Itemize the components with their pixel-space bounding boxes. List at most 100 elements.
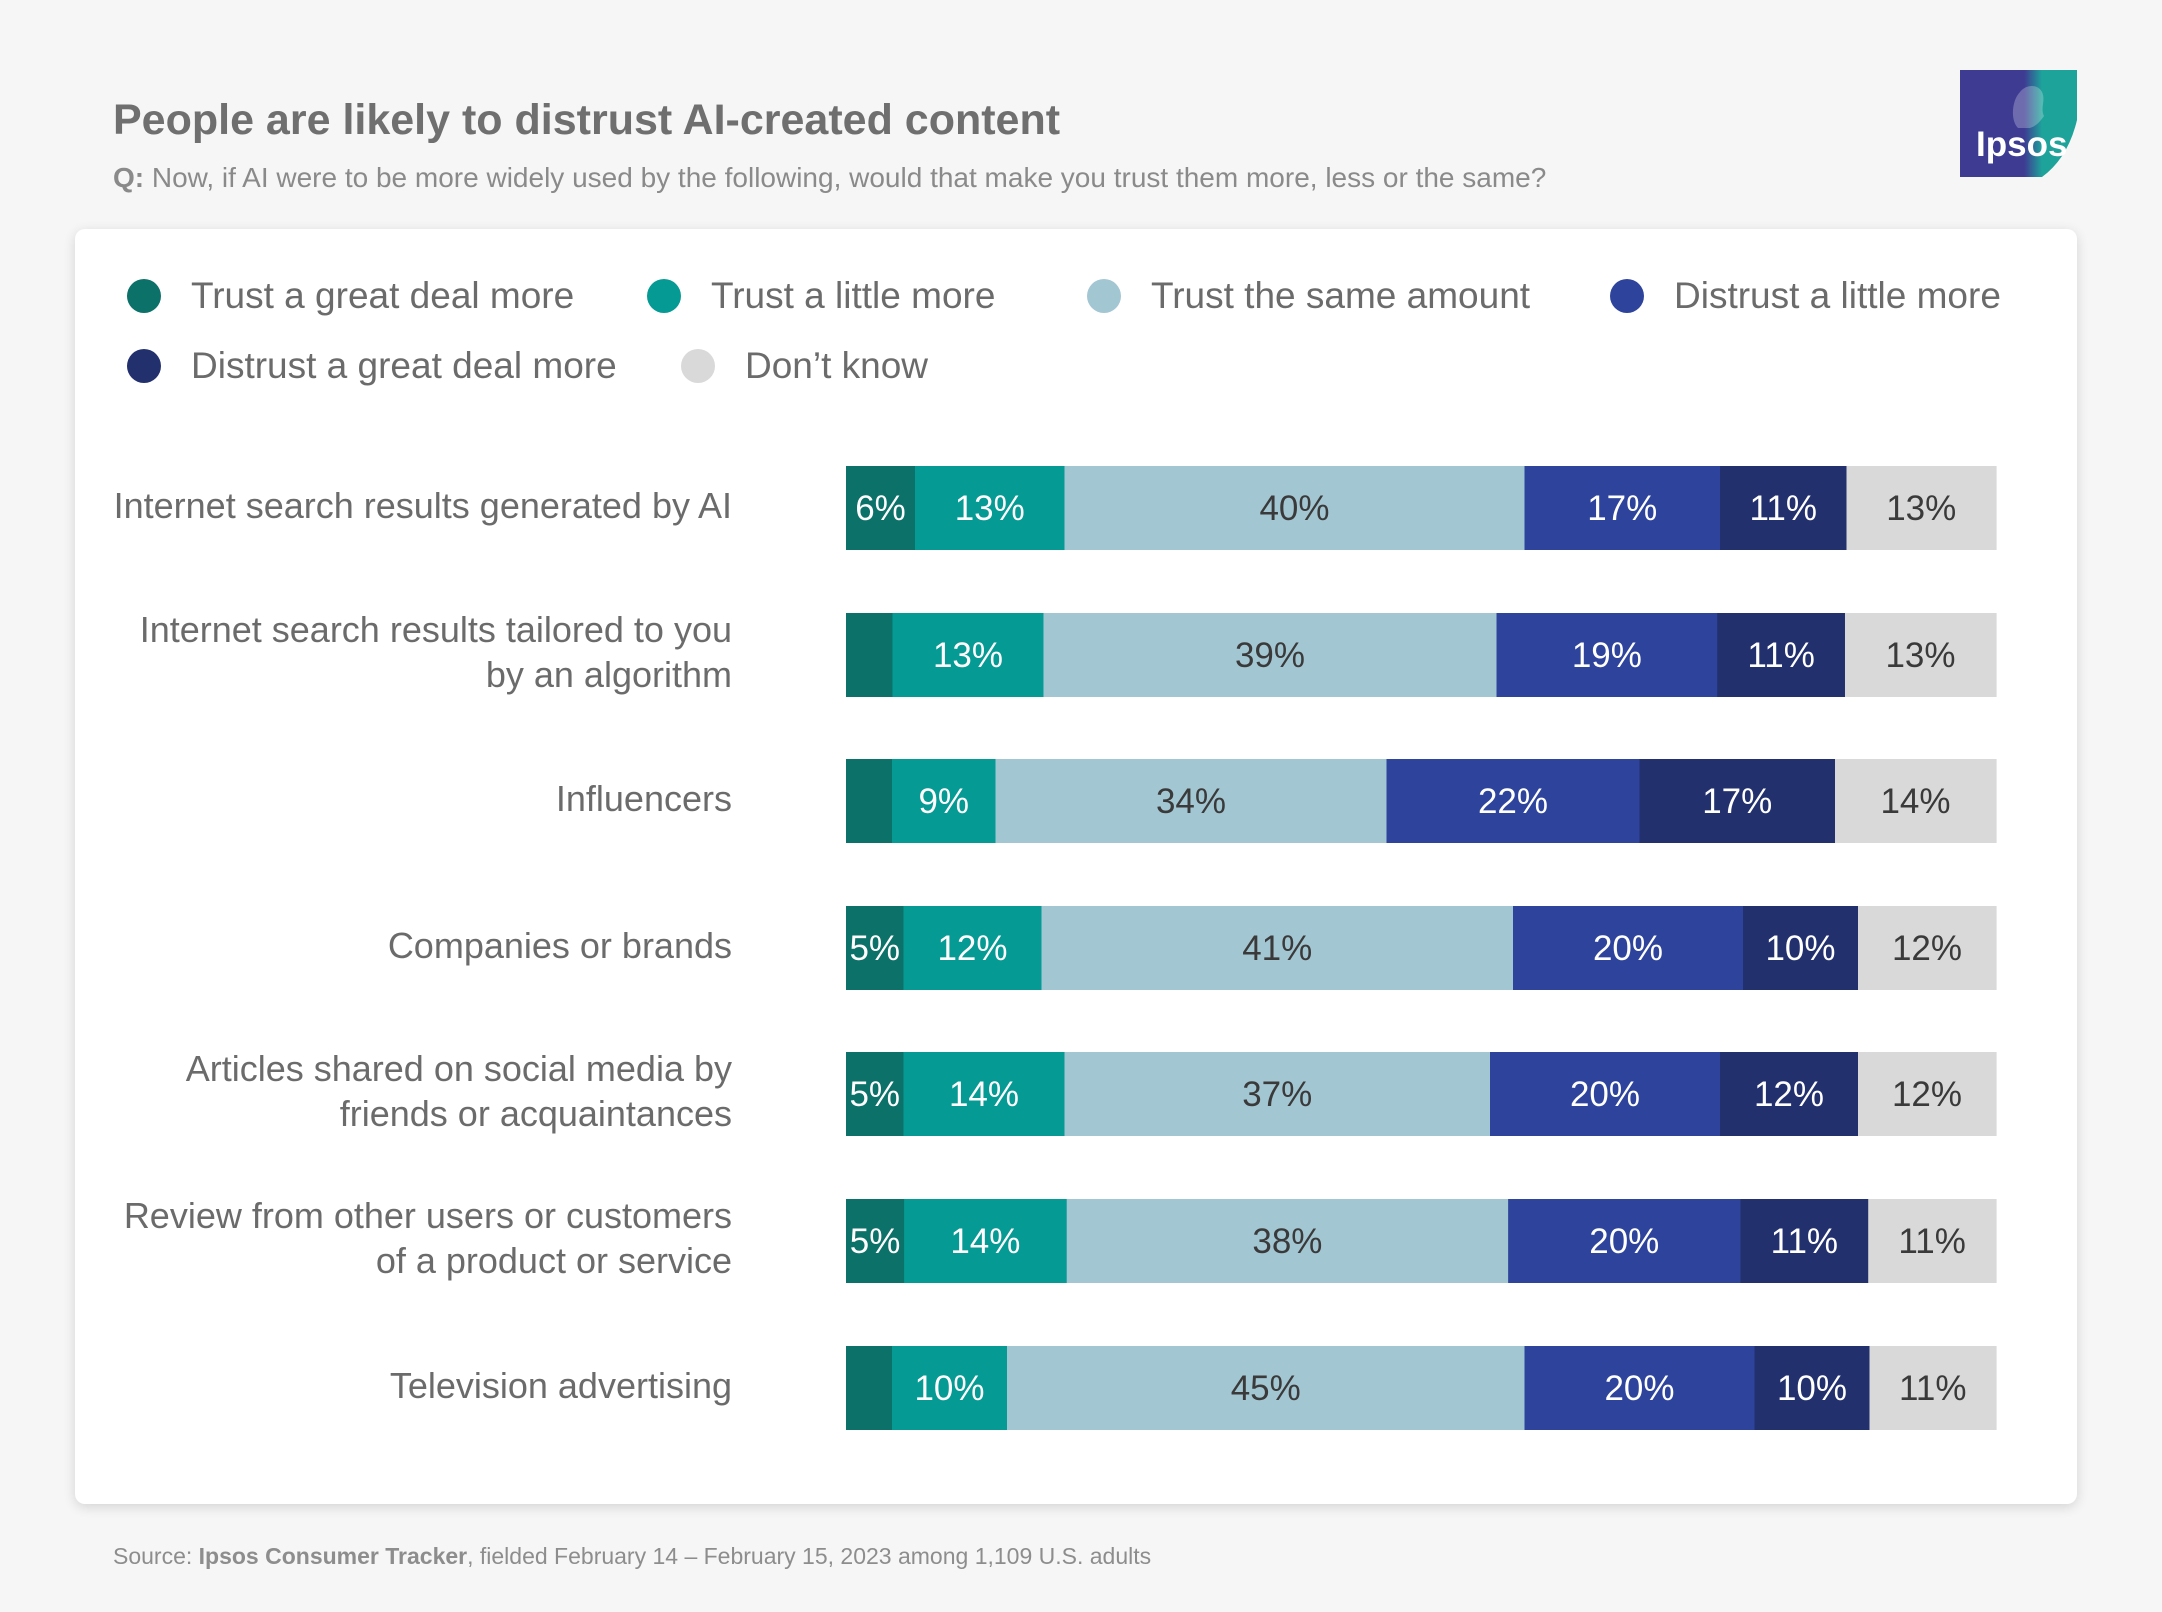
category-label: Companies or brands — [388, 923, 732, 968]
bar-data-label: 5% — [849, 1075, 900, 1114]
bar-data-label: 12% — [937, 929, 1007, 968]
question-prefix: Q: — [113, 162, 145, 193]
bar-segment — [892, 613, 1045, 697]
legend-item-trust-little: Trust a little more — [647, 275, 995, 317]
bar-segment — [1846, 466, 1997, 550]
legend-item-distrust-great-deal: Distrust a great deal more — [127, 345, 617, 387]
bar-segment — [1007, 1346, 1526, 1430]
bar-segment — [846, 1346, 893, 1430]
category-label-line: Review from other users or customers — [123, 1195, 732, 1236]
bar-data-label: 12% — [1892, 929, 1962, 968]
legend-swatch — [1087, 279, 1121, 313]
bar-data-label: 13% — [1885, 636, 1955, 675]
bar-segment — [1835, 759, 1997, 843]
ipsos-logo: Ipsos — [1960, 70, 2077, 177]
survey-question: Q: Now, if AI were to be more widely use… — [113, 162, 1546, 194]
source-name: Ipsos Consumer Tracker — [198, 1543, 468, 1569]
bar-segment — [1740, 1199, 1869, 1283]
bar-segment — [1717, 613, 1846, 697]
category-label-line: of a product or service — [375, 1240, 732, 1281]
bar-segment — [1524, 1346, 1756, 1430]
bar-segment — [1496, 613, 1718, 697]
legend-swatch — [127, 349, 161, 383]
legend-item-trust-great-deal: Trust a great deal more — [127, 275, 574, 317]
bar-segment — [846, 1052, 905, 1136]
bar-segment — [915, 466, 1066, 550]
bar-data-label: 17% — [1702, 782, 1772, 821]
bar-data-label: 22% — [1478, 782, 1548, 821]
legend-swatch — [1610, 279, 1644, 313]
bar-segment — [846, 1199, 905, 1283]
bar-data-label: 13% — [933, 636, 1003, 675]
bar-segment — [1720, 466, 1848, 550]
bar-data-label: 17% — [1587, 489, 1657, 528]
bar-segment — [846, 613, 894, 697]
legend-item-dont-know: Don’t know — [681, 345, 928, 387]
bar-data-label: 34% — [1156, 782, 1226, 821]
bar-data-label: 38% — [1252, 1222, 1322, 1261]
bar-data-label: 11% — [1899, 1369, 1966, 1408]
bar-data-label: 12% — [1754, 1075, 1824, 1114]
bar-segment — [1743, 906, 1859, 990]
bar-segment — [1064, 1052, 1491, 1136]
bar-data-label: 10% — [1777, 1369, 1847, 1408]
bar-data-label: 9% — [918, 782, 969, 821]
bar-segment — [1524, 466, 1721, 550]
category-label-line: Internet search results generated by AI — [113, 484, 732, 526]
bar-segment — [892, 759, 997, 843]
bar-data-label: 14% — [949, 1075, 1019, 1114]
category-label-line: Articles shared on social media by — [185, 1048, 732, 1089]
legend-label: Distrust a great deal more — [191, 345, 617, 386]
source-suffix: , fielded February 14 – February 15, 202… — [467, 1543, 1152, 1569]
bar-data-label: 41% — [1242, 929, 1312, 968]
legend-label: Don’t know — [745, 345, 929, 386]
bar-data-label: 10% — [914, 1369, 984, 1408]
category-label-line: friends or acquaintances — [339, 1093, 732, 1134]
svg-text:Ipsos: Ipsos — [1976, 125, 2067, 164]
bar-segment — [1041, 906, 1514, 990]
bar-segment — [1858, 1052, 1997, 1136]
legend-label: Distrust a little more — [1674, 275, 2001, 316]
bar-data-label: 19% — [1572, 636, 1642, 675]
bar-data-label: 13% — [1886, 489, 1956, 528]
bar-segment — [1386, 759, 1641, 843]
bar-segment — [1064, 466, 1526, 550]
bar-data-label: 20% — [1593, 929, 1663, 968]
category-label: Television advertising — [390, 1363, 732, 1408]
chart-title: People are likely to distrust AI-created… — [113, 96, 1061, 144]
bar-data-label: 20% — [1570, 1075, 1640, 1114]
bar-data-label: 5% — [849, 929, 900, 968]
bar-segment — [1844, 613, 1997, 697]
bar-segment — [1754, 1346, 1871, 1430]
bar-segment — [1868, 1199, 1997, 1283]
bar-data-label: 20% — [1589, 1222, 1659, 1261]
bar-segment — [1490, 1052, 1721, 1136]
legend-label: Trust a little more — [711, 275, 996, 316]
bar-data-label: 13% — [955, 489, 1025, 528]
category-label-line: by an algorithm — [485, 654, 732, 695]
bar-segment — [892, 1346, 1008, 1430]
bar-data-label: 37% — [1242, 1075, 1312, 1114]
bar-segment — [1639, 759, 1836, 843]
source-note: Source: Ipsos Consumer Tracker, fielded … — [113, 1543, 1151, 1570]
bar-segment — [846, 466, 916, 550]
category-label-line: Internet search results tailored to you — [139, 609, 732, 650]
legend-label: Trust a great deal more — [191, 275, 575, 316]
bar-data-label: 11% — [1747, 636, 1814, 675]
bar-segment — [1513, 906, 1744, 990]
chart-card — [75, 229, 2077, 1504]
legend-swatch — [647, 279, 681, 313]
bar-segment — [1043, 613, 1498, 697]
bar-data-label: 45% — [1231, 1369, 1301, 1408]
bar-data-label: 11% — [1771, 1222, 1838, 1261]
category-label-line: Television advertising — [389, 1364, 732, 1406]
bar-data-label: 20% — [1604, 1369, 1674, 1408]
bar-data-label: 6% — [855, 489, 906, 528]
category-label: Review from other users or customers of a… — [124, 1193, 732, 1283]
category-label: Internet search results tailored to you b… — [140, 607, 732, 697]
legend-item-trust-same: Trust the same amount — [1087, 275, 1530, 317]
category-label-line: Influencers — [555, 777, 732, 819]
bar-data-label: 40% — [1259, 489, 1329, 528]
legend-swatch — [681, 349, 715, 383]
bar-data-label: 14% — [950, 1222, 1020, 1261]
